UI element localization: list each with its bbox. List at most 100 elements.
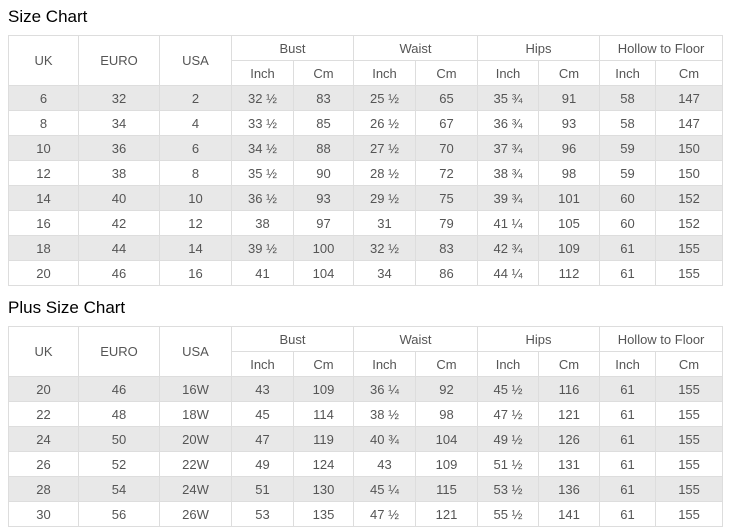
unit-header-cm: Cm <box>655 60 724 86</box>
group-header-bust: Bust <box>230 326 355 352</box>
table-cell: 34 <box>353 260 417 286</box>
unit-header-cm: Cm <box>415 60 479 86</box>
table-cell: 75 <box>415 185 479 211</box>
table-row: 22 48 18W 45 114 38 ½ 98 47 ½ 121 61 155 <box>8 401 724 427</box>
table-cell: 28 <box>8 476 79 502</box>
unit-header-cm: Cm <box>292 60 355 86</box>
table-row: 16 42 12 38 97 31 79 41 ¼ 105 60 152 <box>8 210 724 236</box>
table-cell: 16W <box>159 376 232 402</box>
unit-header-cm: Cm <box>538 351 601 377</box>
table-cell: 131 <box>538 451 601 477</box>
table-cell: 150 <box>655 135 724 161</box>
table-cell: 61 <box>599 260 657 286</box>
table-row: 28 54 24W 51 130 45 ¼ 115 53 ½ 136 61 155 <box>8 476 724 502</box>
table-cell: 31 <box>353 210 417 236</box>
table-cell: 39 ½ <box>231 235 294 261</box>
table-cell: 121 <box>415 501 479 527</box>
table-cell: 85 <box>292 110 355 136</box>
table-cell: 53 ½ <box>477 476 540 502</box>
table-cell: 101 <box>538 185 601 211</box>
table-cell: 44 ¼ <box>477 260 540 286</box>
table-cell: 18 <box>8 235 79 261</box>
unit-header-inch: Inch <box>231 60 294 86</box>
table-cell: 155 <box>655 451 724 477</box>
size-chart-title: Size Chart <box>8 7 88 26</box>
table-cell: 38 <box>231 210 294 236</box>
table-row: 12 38 8 35 ½ 90 28 ½ 72 38 ¾ 98 59 150 <box>8 160 724 186</box>
table-cell: 155 <box>655 260 724 286</box>
table-cell: 126 <box>538 426 601 452</box>
unit-header-cm: Cm <box>655 351 724 377</box>
table-cell: 115 <box>415 476 479 502</box>
column-header-euro: EURO <box>78 35 160 86</box>
column-header-uk: UK <box>8 35 79 86</box>
table-cell: 16 <box>8 210 79 236</box>
table-cell: 51 <box>231 476 294 502</box>
table-cell: 152 <box>655 185 724 211</box>
table-cell: 100 <box>292 235 355 261</box>
group-header-hips: Hips <box>477 326 601 352</box>
table-cell: 52 <box>78 451 160 477</box>
table-cell: 58 <box>599 110 657 136</box>
table-cell: 109 <box>415 451 479 477</box>
table-cell: 155 <box>655 476 724 502</box>
table-row: 10 36 6 34 ½ 88 27 ½ 70 37 ¾ 96 59 150 <box>8 135 724 161</box>
table-cell: 14 <box>159 235 232 261</box>
table-cell: 43 <box>353 451 417 477</box>
table-cell: 20 <box>8 376 79 402</box>
group-header-hollow-to-floor: Hollow to Floor <box>599 35 724 61</box>
unit-header-inch: Inch <box>231 351 294 377</box>
table-cell: 67 <box>415 110 479 136</box>
table-cell: 43 <box>231 376 294 402</box>
header-row-groups: UK EURO USA Bust Waist Hips Hollow to Floor <box>8 326 724 377</box>
table-cell: 65 <box>415 85 479 111</box>
unit-header-inch: Inch <box>353 60 417 86</box>
table-cell: 155 <box>655 401 724 427</box>
table-cell: 40 ¾ <box>353 426 417 452</box>
table-cell: 44 <box>78 235 160 261</box>
table-cell: 114 <box>292 401 355 427</box>
table-cell: 49 <box>231 451 294 477</box>
table-cell: 45 ¼ <box>353 476 417 502</box>
table-cell: 61 <box>599 476 657 502</box>
table-cell: 98 <box>538 160 601 186</box>
table-row: 24 50 20W 47 119 40 ¾ 104 49 ½ 126 61 155 <box>8 426 724 452</box>
table-cell: 119 <box>292 426 355 452</box>
table-cell: 150 <box>655 160 724 186</box>
table-cell: 155 <box>655 235 724 261</box>
table-cell: 105 <box>538 210 601 236</box>
table-cell: 141 <box>538 501 601 527</box>
table-cell: 59 <box>599 160 657 186</box>
table-cell: 4 <box>159 110 232 136</box>
table-cell: 34 ½ <box>231 135 294 161</box>
table-cell: 33 ½ <box>231 110 294 136</box>
table-cell: 26W <box>159 501 232 527</box>
table-cell: 46 <box>78 260 160 286</box>
table-cell: 88 <box>292 135 355 161</box>
table-cell: 155 <box>655 376 724 402</box>
table-cell: 29 ½ <box>353 185 417 211</box>
column-header-uk: UK <box>8 326 79 377</box>
table-cell: 10 <box>8 135 79 161</box>
table-row: 18 44 14 39 ½ 100 32 ½ 83 42 ¾ 109 61 155 <box>8 235 724 261</box>
table-cell: 32 <box>78 85 160 111</box>
table-cell: 25 ½ <box>353 85 417 111</box>
table-cell: 93 <box>292 185 355 211</box>
table-row: 20 46 16 41 104 34 86 44 ¼ 112 61 155 <box>8 260 724 286</box>
table-cell: 24W <box>159 476 232 502</box>
table-cell: 28 ½ <box>353 160 417 186</box>
table-cell: 86 <box>415 260 479 286</box>
table-cell: 104 <box>415 426 479 452</box>
table-cell: 83 <box>292 85 355 111</box>
table-row: 30 56 26W 53 135 47 ½ 121 55 ½ 141 61 155 <box>8 501 724 527</box>
table-cell: 36 ½ <box>231 185 294 211</box>
group-header-hollow-to-floor: Hollow to Floor <box>599 326 724 352</box>
table-cell: 24 <box>8 426 79 452</box>
table-cell: 70 <box>415 135 479 161</box>
table-cell: 53 <box>231 501 294 527</box>
group-header-hips: Hips <box>477 35 601 61</box>
table-cell: 36 <box>78 135 160 161</box>
table-cell: 49 ½ <box>477 426 540 452</box>
table-cell: 47 ½ <box>477 401 540 427</box>
